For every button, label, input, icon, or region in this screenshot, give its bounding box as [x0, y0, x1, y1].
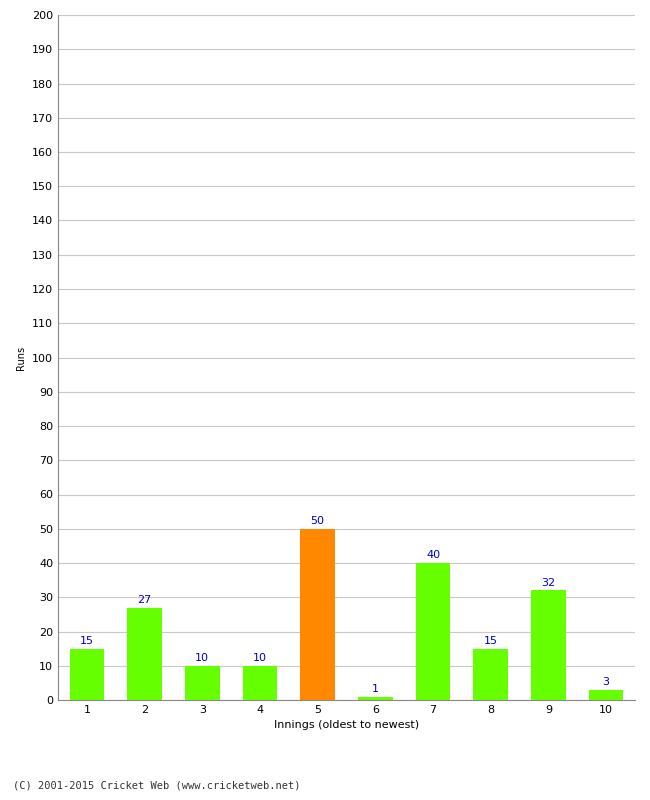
- Bar: [127, 607, 162, 700]
- X-axis label: Innings (oldest to newest): Innings (oldest to newest): [274, 721, 419, 730]
- Text: (C) 2001-2015 Cricket Web (www.cricketweb.net): (C) 2001-2015 Cricket Web (www.cricketwe…: [13, 781, 300, 790]
- Text: 27: 27: [137, 594, 151, 605]
- Text: 10: 10: [195, 653, 209, 663]
- Bar: [473, 649, 508, 700]
- Bar: [416, 563, 450, 700]
- Bar: [70, 649, 104, 700]
- Text: 10: 10: [253, 653, 267, 663]
- Text: 15: 15: [80, 636, 94, 646]
- Text: 50: 50: [311, 516, 324, 526]
- Text: 15: 15: [484, 636, 498, 646]
- Bar: [589, 690, 623, 700]
- Text: 3: 3: [603, 677, 610, 687]
- Text: 40: 40: [426, 550, 440, 560]
- Y-axis label: Runs: Runs: [16, 346, 27, 370]
- Text: 1: 1: [372, 684, 379, 694]
- Bar: [300, 529, 335, 700]
- Bar: [242, 666, 278, 700]
- Bar: [358, 697, 393, 700]
- Bar: [185, 666, 220, 700]
- Text: 32: 32: [541, 578, 556, 588]
- Bar: [531, 590, 566, 700]
